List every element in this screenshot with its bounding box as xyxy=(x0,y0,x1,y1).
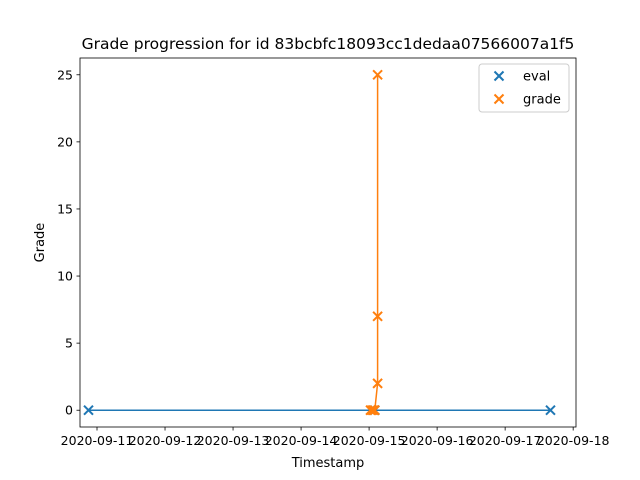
x-tick-label: 2020-09-12 xyxy=(129,433,202,448)
y-axis-title: Grade xyxy=(33,223,48,263)
y-tick-label: 15 xyxy=(57,201,73,216)
x-tick-label: 2020-09-16 xyxy=(401,433,474,448)
data-point-eval-0 xyxy=(83,405,94,416)
x-tick-label: 2020-09-14 xyxy=(265,433,338,448)
axes: 2020-09-112020-09-122020-09-132020-09-14… xyxy=(57,67,609,448)
y-tick-label: 10 xyxy=(57,269,73,284)
x-tick-label: 2020-09-15 xyxy=(333,433,406,448)
legend: eval grade xyxy=(478,63,570,113)
chart-title: Grade progression for id 83bcbfc18093cc1… xyxy=(82,35,575,53)
data-point-grade-2 xyxy=(368,405,379,416)
data-point-grade-0 xyxy=(365,405,376,416)
plot-area xyxy=(83,69,556,416)
data-point-grade-1 xyxy=(366,405,378,416)
legend-box xyxy=(478,63,570,113)
y-tick-label: 20 xyxy=(57,134,73,149)
x-tick-label: 2020-09-17 xyxy=(469,433,542,448)
x-tick-label: 2020-09-13 xyxy=(197,433,270,448)
x-axis-title: Timestamp xyxy=(291,456,365,471)
data-point-grade-6 xyxy=(372,69,383,80)
x-tick-label: 2020-09-11 xyxy=(61,433,134,448)
y-tick-label: 0 xyxy=(65,403,73,418)
y-tick-label: 25 xyxy=(57,67,73,82)
data-point-grade-5 xyxy=(372,311,383,322)
x-tick-label: 2020-09-18 xyxy=(537,433,610,448)
y-tick-label: 5 xyxy=(65,336,73,351)
plot-frame xyxy=(79,57,577,428)
data-point-grade-4 xyxy=(372,378,383,389)
legend-marker-eval xyxy=(493,70,505,82)
data-point-eval-2 xyxy=(545,405,556,416)
data-point-grade-3 xyxy=(369,405,380,416)
legend-marker-grade xyxy=(493,93,505,105)
legend-label-eval: eval xyxy=(523,70,550,85)
legend-label-grade: grade xyxy=(523,93,561,108)
